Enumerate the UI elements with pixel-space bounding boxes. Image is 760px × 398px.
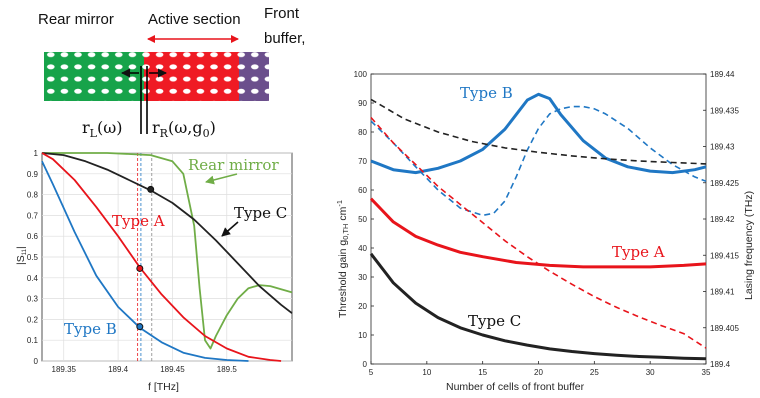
threshold-y-tick-label: 90: [358, 99, 367, 108]
reflectance-y-tick-label: 0.9: [27, 170, 39, 179]
reflectance-series-type-c: [41, 152, 293, 314]
reflectance-y-tick-label: 0: [34, 357, 39, 366]
threshold-series: [369, 92, 707, 361]
threshold-y-tick-label: 0: [363, 360, 368, 369]
reflectance-y-tick-label: 0.4: [27, 274, 39, 283]
threshold-ticks: 5 10 15 20 25 30 35 0 10 20 30 40 50 60 70 80 90 100 189.4…: [354, 70, 740, 377]
reflectance-ticks: 189.35 189.4 189.45 189.5 0 0.1 0.2 0.3 0.4 0.5 0.…: [27, 149, 237, 374]
reflectance-y-tick-label: 0.6: [27, 232, 39, 241]
threshold-x-tick-label: 10: [422, 368, 431, 377]
threshold-y-tick-label: 70: [358, 157, 367, 166]
photonic-hole-pattern: [44, 52, 269, 101]
lasing-frequency-tick-label: 189.43: [710, 143, 735, 152]
reflectance-series: [41, 152, 293, 362]
lasing-frequency-tick-label: 189.425: [710, 179, 739, 188]
reflectance-y-tick-label: 1: [34, 149, 39, 158]
operating-point-type-a: [136, 264, 144, 272]
reflectance-x-tick-label: 189.4: [108, 365, 129, 374]
reflectance-x-tick-label: 189.45: [160, 365, 185, 374]
threshold-y-tick-label: 100: [354, 70, 368, 79]
type-c-pointer-arrow: [221, 221, 239, 237]
reflectance-x-tick-label: 189.5: [217, 365, 238, 374]
reflectance-y-tick-label: 0.5: [27, 253, 39, 262]
threshold-gain-chart: 5 10 15 20 25 30 35 0 10 20 30 40 50 60 70 80 90 100 189.4…: [335, 70, 755, 393]
right-type-b-label: Type B: [460, 84, 513, 102]
lasing-frequency-tick-label: 189.42: [710, 215, 735, 224]
threshold-series-type-b-dashed: [370, 105, 707, 217]
type-b-curve-label: Type B: [64, 320, 117, 338]
threshold-y-tick-label: 80: [358, 128, 367, 137]
device-schematic: Rear mirror Active section Front buffer,…: [38, 5, 305, 140]
type-c-curve-label: Type C: [234, 204, 287, 222]
lasing-frequency-tick-label: 189.4: [710, 360, 731, 369]
reflectance-x-axis-label: f [THz]: [148, 381, 179, 393]
active-section-header-label: Active section: [148, 11, 241, 28]
r-left-label: rL(ω): [82, 118, 123, 140]
reflectance-y-tick-label: 0.2: [27, 315, 39, 324]
threshold-y-tick-label: 60: [358, 186, 367, 195]
reflectance-y-tick-label: 0.8: [27, 191, 39, 200]
operating-point-type-c: [147, 185, 155, 193]
threshold-series-type-b-solid: [370, 92, 707, 175]
lasing-frequency-axis-label: Lasing frequency (THz): [743, 191, 755, 300]
reflectance-grid: [42, 152, 292, 362]
right-type-a-label: Type A: [612, 243, 665, 261]
reflectance-y-tick-label: 0.3: [27, 295, 39, 304]
lasing-frequency-tick-label: 189.405: [710, 324, 739, 333]
threshold-plot-area: [370, 73, 707, 365]
lasing-frequency-tick-label: 189.415: [710, 251, 739, 260]
lasing-frequency-tick-label: 189.435: [710, 106, 739, 115]
r-right-label: rR(ω,g0): [152, 118, 216, 140]
reflectance-operating-points: [136, 185, 155, 331]
threshold-x-tick-label: 15: [478, 368, 487, 377]
rear-mirror-header-label: Rear mirror: [38, 11, 114, 28]
threshold-y-axis-label: Threshold gain g0,TH cm-1: [335, 200, 350, 318]
threshold-y-tick-label: 30: [358, 273, 367, 282]
threshold-series-type-c-solid: [369, 252, 707, 361]
lasing-frequency-tick-label: 189.41: [710, 288, 735, 297]
reflectance-x-tick-label: 189.35: [52, 365, 77, 374]
right-type-c-label: Type C: [468, 312, 521, 330]
type-a-curve-label: Type A: [112, 212, 165, 230]
threshold-x-tick-label: 5: [369, 368, 374, 377]
threshold-y-tick-label: 10: [358, 331, 367, 340]
threshold-series-type-c-dashed: [370, 98, 707, 165]
threshold-x-tick-label: 35: [702, 368, 711, 377]
threshold-y-tick-label: 20: [358, 302, 367, 311]
reflectance-y-tick-label: 0.7: [27, 211, 39, 220]
rear-mirror-curve-label: Rear mirror: [188, 156, 279, 174]
threshold-y-tick-label: 50: [358, 215, 367, 224]
reflectance-chart: 189.35 189.4 189.45 189.5 0 0.1 0.2 0.3 0.4 0.5 0.…: [15, 149, 293, 393]
reflectance-series-type-a: [41, 152, 282, 362]
threshold-y-tick-label: 40: [358, 244, 367, 253]
reflectance-y-tick-label: 0.1: [27, 336, 39, 345]
threshold-x-axis-label: Number of cells of front buffer: [446, 381, 585, 393]
rear-mirror-pointer-arrow: [205, 173, 238, 185]
front-buffer-header-label-line1: Front: [264, 5, 300, 22]
threshold-series-type-a-solid: [369, 197, 707, 269]
reflectance-y-axis-label: |S11|: [15, 246, 28, 265]
threshold-x-tick-label: 20: [534, 368, 543, 377]
threshold-x-tick-label: 30: [646, 368, 655, 377]
operating-point-type-b: [136, 323, 144, 331]
front-buffer-header-label-line2: buffer,: [264, 30, 305, 47]
threshold-x-tick-label: 25: [590, 368, 599, 377]
lasing-frequency-tick-label: 189.44: [710, 70, 735, 79]
